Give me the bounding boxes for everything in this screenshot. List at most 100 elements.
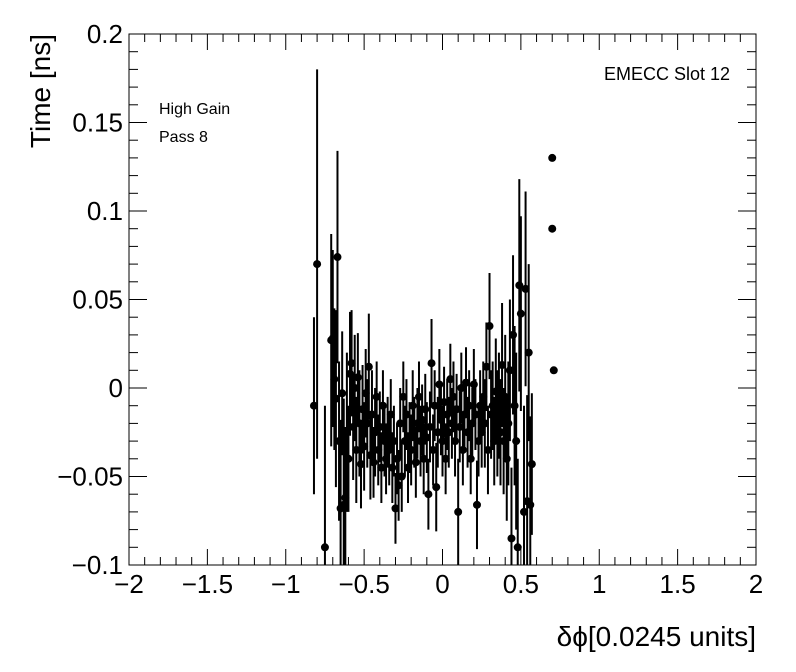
data-point (421, 405, 430, 414)
x-tick-label: −0.5 (338, 569, 389, 599)
data-point (414, 392, 423, 401)
data-point (512, 437, 521, 446)
data-point (402, 410, 411, 419)
data-point (418, 415, 427, 424)
data-point (465, 401, 474, 410)
annotation-slot: EMECC Slot 12 (604, 64, 730, 84)
x-tick-label: 1 (592, 569, 606, 599)
data-point (440, 398, 449, 407)
data-point (372, 392, 381, 401)
data-point (331, 394, 340, 403)
data-point (344, 454, 353, 463)
data-point (369, 458, 378, 467)
data-point (411, 458, 420, 467)
y-tick-label: 0.15 (72, 108, 123, 138)
data-point (427, 359, 436, 368)
data-point (548, 153, 557, 162)
data-point (424, 490, 433, 499)
data-point (338, 389, 347, 398)
data-point (502, 454, 511, 463)
data-point (472, 500, 481, 509)
data-point (408, 401, 417, 410)
data-point (498, 360, 507, 369)
data-point (455, 422, 464, 431)
data-point (454, 507, 463, 516)
data-point (468, 419, 477, 428)
data-point (425, 422, 434, 431)
data-point (513, 543, 522, 552)
data-point (444, 428, 453, 437)
data-point (352, 445, 361, 454)
data-point (452, 405, 461, 414)
data-point (432, 483, 441, 492)
data-point (429, 445, 438, 454)
data-point (527, 460, 536, 469)
data-point (520, 507, 529, 516)
annotation-pass: Pass 8 (159, 129, 208, 146)
data-point (360, 442, 369, 451)
x-tick-label: 0 (435, 569, 449, 599)
data-points (309, 69, 558, 565)
data-point (356, 460, 365, 469)
data-point (309, 401, 318, 410)
y-tick-label: 0.2 (87, 19, 123, 49)
data-point (347, 359, 356, 368)
x-tick-label: −1 (271, 569, 301, 599)
data-point (375, 422, 384, 431)
data-point (350, 384, 359, 392)
y-tick-label: −0.05 (57, 462, 123, 492)
x-tick-label: −1.5 (182, 569, 233, 599)
data-point (521, 284, 530, 293)
data-point (469, 380, 478, 389)
data-point (438, 437, 447, 446)
x-tick-label: 1.5 (660, 569, 696, 599)
axis-ticks (128, 33, 757, 566)
y-tick-label: 0.1 (87, 196, 123, 226)
x-axis-title: δϕ[0.0245 units] (557, 621, 756, 652)
data-point (386, 410, 395, 419)
data-point (313, 260, 322, 269)
data-point (388, 463, 397, 472)
data-point (451, 437, 460, 446)
data-point (462, 378, 471, 387)
data-point (480, 419, 489, 428)
data-point (482, 362, 491, 371)
data-point (449, 392, 458, 401)
data-point (509, 330, 518, 339)
data-point (433, 428, 442, 437)
x-tick-label: 2 (749, 569, 763, 599)
data-point (399, 392, 408, 401)
data-point (363, 419, 372, 428)
data-point (330, 375, 339, 384)
data-point (458, 445, 467, 454)
data-point (483, 445, 492, 454)
data-point (457, 384, 466, 392)
data-point (526, 500, 535, 509)
data-point (496, 428, 505, 437)
data-point (320, 543, 329, 552)
annotation-gain: High Gain (159, 101, 230, 118)
data-point (446, 375, 455, 384)
data-point (441, 454, 450, 463)
y-axis-title: Time [ns] (25, 34, 56, 148)
data-point (353, 373, 362, 382)
data-point (396, 419, 405, 428)
data-point (419, 454, 428, 463)
data-point (435, 380, 444, 389)
data-point (524, 348, 533, 357)
data-point (505, 366, 514, 375)
data-point (430, 401, 439, 410)
y-tick-label: 0.05 (72, 285, 123, 315)
data-point (422, 433, 431, 442)
data-point (397, 472, 406, 481)
data-point (333, 253, 342, 262)
data-point (510, 401, 519, 410)
data-point (364, 362, 373, 371)
data-point (391, 504, 400, 513)
data-point (485, 322, 494, 331)
data-point (407, 445, 416, 454)
tick-labels: −2 −1.5 −1 −0.5 0 0.5 1 1.5 2 −0.1 −0.05 0 0.05 0.1 0.… (57, 19, 763, 599)
data-point (389, 437, 398, 446)
